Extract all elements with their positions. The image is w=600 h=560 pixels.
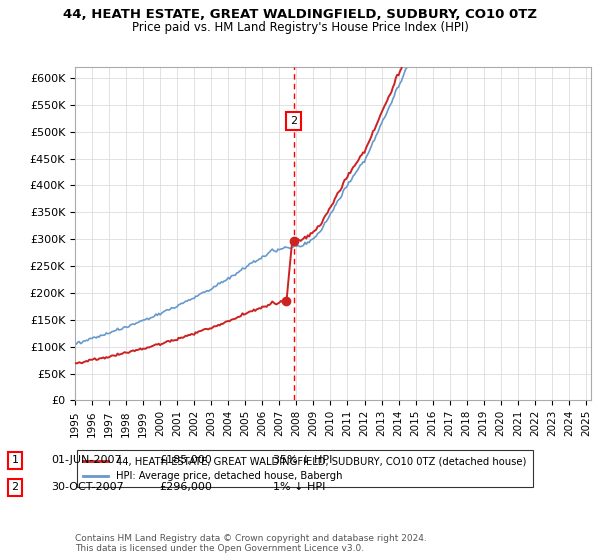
Text: 01-JUN-2007: 01-JUN-2007: [51, 455, 122, 465]
Legend: 44, HEATH ESTATE, GREAT WALDINGFIELD, SUDBURY, CO10 0TZ (detached house), HPI: A: 44, HEATH ESTATE, GREAT WALDINGFIELD, SU…: [77, 450, 533, 487]
Text: 2: 2: [290, 116, 297, 126]
Text: 44, HEATH ESTATE, GREAT WALDINGFIELD, SUDBURY, CO10 0TZ: 44, HEATH ESTATE, GREAT WALDINGFIELD, SU…: [63, 8, 537, 21]
Text: £185,000: £185,000: [159, 455, 212, 465]
Text: Contains HM Land Registry data © Crown copyright and database right 2024.
This d: Contains HM Land Registry data © Crown c…: [75, 534, 427, 553]
Text: 35% ↓ HPI: 35% ↓ HPI: [273, 455, 332, 465]
Text: 2: 2: [11, 482, 19, 492]
Text: £296,000: £296,000: [159, 482, 212, 492]
Text: Price paid vs. HM Land Registry's House Price Index (HPI): Price paid vs. HM Land Registry's House …: [131, 21, 469, 34]
Text: 1: 1: [11, 455, 19, 465]
Text: 30-OCT-2007: 30-OCT-2007: [51, 482, 124, 492]
Text: 1% ↓ HPI: 1% ↓ HPI: [273, 482, 325, 492]
